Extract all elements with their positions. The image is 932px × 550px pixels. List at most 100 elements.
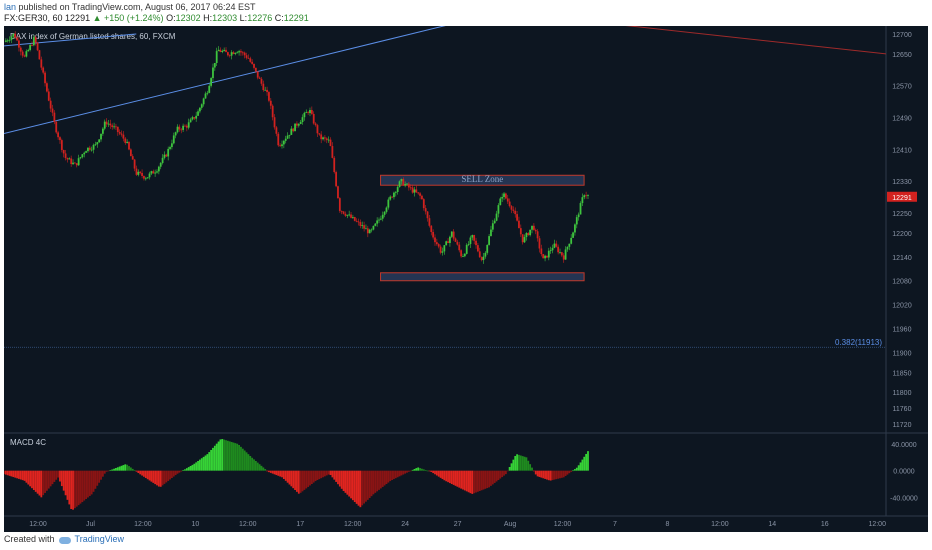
candle	[475, 237, 477, 249]
macd-bar	[335, 470, 338, 482]
candle-body	[137, 171, 140, 175]
candle-body	[262, 83, 265, 91]
candle	[109, 119, 112, 129]
author-link[interactable]: lan	[4, 2, 17, 12]
candle	[340, 210, 343, 215]
macd-bar	[258, 464, 261, 471]
publish-text: published on TradingView.com, August 06,…	[18, 2, 256, 12]
macd-bar	[281, 470, 283, 478]
macd-bar	[16, 470, 18, 479]
candle	[107, 120, 110, 128]
candle	[154, 169, 157, 177]
candle	[525, 232, 528, 241]
candle	[378, 217, 380, 224]
candle-body	[357, 221, 360, 223]
candle-body	[443, 245, 446, 252]
candle-body	[296, 123, 298, 126]
candle-body	[144, 178, 147, 180]
candle-body	[176, 126, 179, 133]
candle	[189, 117, 192, 123]
macd-bar	[249, 456, 252, 471]
candle-body	[135, 168, 138, 175]
macd-bar	[398, 470, 401, 477]
candle-body	[83, 152, 86, 155]
candle	[324, 135, 326, 142]
candle-body	[191, 117, 194, 120]
candle	[512, 206, 515, 214]
candle	[103, 119, 106, 131]
candle-body	[238, 51, 240, 53]
candle-body	[107, 123, 110, 125]
macd-bar	[148, 470, 151, 481]
candle-body	[503, 193, 505, 197]
candle-body	[70, 158, 73, 165]
macd-bar	[66, 470, 69, 500]
candle-body	[307, 112, 310, 114]
candle-body	[143, 175, 145, 179]
macd-bar	[465, 470, 468, 492]
candle-body	[169, 147, 171, 149]
candle-body	[226, 52, 229, 56]
macd-bar	[81, 470, 84, 503]
macd-bar	[506, 470, 509, 472]
candle	[305, 109, 308, 114]
candle	[279, 143, 282, 148]
candle-body	[81, 154, 84, 158]
macd-bar	[504, 470, 507, 475]
candle-body	[185, 125, 188, 128]
candle	[225, 47, 227, 53]
candle	[72, 159, 74, 165]
macd-bar	[529, 464, 532, 471]
price-tick-label: 12250	[892, 211, 912, 218]
candle-body	[40, 59, 43, 68]
candle	[497, 203, 500, 218]
candle-body	[101, 128, 104, 134]
candle	[488, 234, 490, 246]
macd-bar	[87, 470, 89, 498]
candle	[435, 238, 438, 246]
footer: Created with TradingView	[4, 534, 124, 544]
macd-bar	[411, 469, 414, 471]
candle-body	[249, 58, 252, 62]
price-tick-label: 12020	[892, 303, 912, 310]
created-with-text: Created with	[4, 534, 55, 544]
macd-bar	[518, 454, 520, 471]
candle	[256, 71, 259, 80]
candle-body	[488, 236, 490, 245]
candle	[335, 170, 338, 188]
candle-body	[245, 55, 248, 58]
candle-body	[333, 157, 336, 173]
candle	[157, 165, 160, 175]
candle-body	[279, 145, 282, 147]
price-tick-label: 11850	[893, 370, 912, 377]
macd-bar	[137, 470, 140, 473]
chart-canvas[interactable]: 12700 12650 12570 12490 12410 12330 12250 12200…	[4, 26, 928, 532]
time-tick-label: 7	[613, 521, 617, 528]
candle-body	[204, 93, 207, 99]
macd-bar	[516, 454, 518, 471]
sell-zone-label: SELL Zone	[461, 174, 503, 184]
macd-bar	[415, 468, 418, 471]
candle	[210, 76, 213, 88]
macd-bar	[10, 470, 13, 477]
macd-bar	[417, 467, 420, 471]
macd-bar	[241, 448, 244, 471]
macd-bar	[275, 470, 278, 476]
candle-body	[277, 133, 280, 146]
candle	[432, 229, 435, 240]
candle	[430, 225, 433, 236]
time-tick-label: Aug	[504, 521, 517, 528]
candle-body	[8, 39, 11, 41]
time-tick-label: 12:00	[868, 521, 886, 528]
tradingview-link[interactable]: TradingView	[74, 534, 125, 544]
candle	[85, 150, 87, 153]
candle	[458, 241, 461, 253]
macd-bar	[482, 470, 485, 490]
candle	[42, 66, 45, 75]
macd-bar	[480, 470, 483, 491]
macd-bar	[208, 452, 211, 471]
candle-body	[374, 223, 377, 226]
candle-body	[187, 122, 190, 128]
candle-body	[38, 50, 41, 60]
low-value: 12276	[247, 13, 273, 23]
